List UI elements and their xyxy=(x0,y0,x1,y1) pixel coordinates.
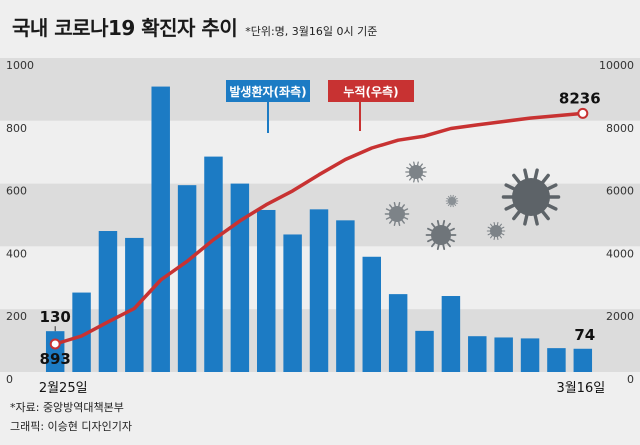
virus-body xyxy=(389,206,405,222)
x-end-label: 3월16일 xyxy=(556,381,605,396)
legend-bars-label: 발생환자(좌측) xyxy=(229,84,306,99)
virus-icon xyxy=(445,194,459,208)
virus-icon xyxy=(405,161,427,183)
bar xyxy=(494,337,513,372)
y-right-tick-label: 0 xyxy=(627,373,634,386)
first-line-value: 893 xyxy=(40,350,71,368)
bars xyxy=(45,86,593,372)
bar xyxy=(204,156,223,372)
chart-title: 국내 코로나19 확진자 추이 xyxy=(12,16,238,40)
graphic-credit: 그래픽: 이승현 디자인기자 xyxy=(10,420,133,433)
bar xyxy=(257,209,276,372)
bar xyxy=(441,296,461,372)
legend-bars: 발생환자(좌측) xyxy=(226,80,310,133)
bar xyxy=(309,209,329,372)
bar xyxy=(98,231,118,372)
bar xyxy=(72,292,91,372)
x-start-label: 2월25일 xyxy=(39,381,88,396)
legend-line: 누적(우측) xyxy=(328,80,414,131)
bar xyxy=(415,330,434,372)
grid-band xyxy=(0,58,640,121)
cumulative-line xyxy=(49,107,589,350)
bar xyxy=(520,338,540,372)
line-endpoint xyxy=(49,338,61,350)
virus-body xyxy=(431,225,451,245)
axis-ticks: 1000800600400200010000800060004000200002… xyxy=(6,59,634,396)
bar xyxy=(177,185,197,372)
y-left-tick-label: 200 xyxy=(6,310,27,323)
virus-body xyxy=(409,165,423,179)
bar xyxy=(125,237,144,372)
legend-line-label: 누적(우측) xyxy=(343,84,398,99)
first-bar-value: 130 xyxy=(40,308,71,326)
y-right-tick-label: 10000 xyxy=(599,59,634,72)
cumulative-line-path xyxy=(54,111,583,346)
virus-body xyxy=(448,197,456,205)
virus-body xyxy=(512,178,550,216)
last-line-value: 8236 xyxy=(559,89,601,107)
bar xyxy=(547,348,566,372)
virus-body xyxy=(490,225,502,237)
y-left-tick-label: 1000 xyxy=(6,59,34,72)
bar xyxy=(230,183,250,372)
title-block: 국내 코로나19 확진자 추이 *단위:명, 3월16일 0시 기준 xyxy=(12,12,377,41)
bar xyxy=(388,294,408,372)
footer: *자료: 중앙방역대책본부 그래픽: 이승현 디자인기자 xyxy=(10,398,132,436)
y-right-tick-label: 4000 xyxy=(606,247,634,260)
y-left-tick-label: 0 xyxy=(6,373,13,386)
annotations: 발생환자(좌측) 누적(우측) 130 893 74 8236 xyxy=(40,80,601,368)
virus-icon xyxy=(486,221,506,241)
y-left-tick-label: 400 xyxy=(6,247,27,260)
y-left-tick-label: 600 xyxy=(6,185,27,198)
last-bar-value: 74 xyxy=(574,326,595,344)
source-note: *자료: 중앙방역대책본부 xyxy=(10,401,124,414)
unit-note: *단위:명, 3월16일 0시 기준 xyxy=(245,25,378,38)
bar xyxy=(573,348,593,372)
bar xyxy=(362,256,381,372)
bar xyxy=(336,220,355,372)
y-right-tick-label: 8000 xyxy=(606,122,634,135)
bar xyxy=(283,234,302,372)
line-endpoint xyxy=(577,107,589,119)
legend-line-box xyxy=(328,80,414,102)
virus-icon xyxy=(501,168,561,226)
virus-icon xyxy=(384,201,410,227)
legend-bars-box xyxy=(226,80,310,102)
bar xyxy=(468,336,487,372)
bar xyxy=(151,86,170,372)
virus-illustration xyxy=(384,161,561,251)
y-left-tick-label: 800 xyxy=(6,122,27,135)
virus-icon xyxy=(425,219,457,251)
y-right-tick-label: 2000 xyxy=(606,310,634,323)
y-right-tick-label: 6000 xyxy=(606,185,634,198)
